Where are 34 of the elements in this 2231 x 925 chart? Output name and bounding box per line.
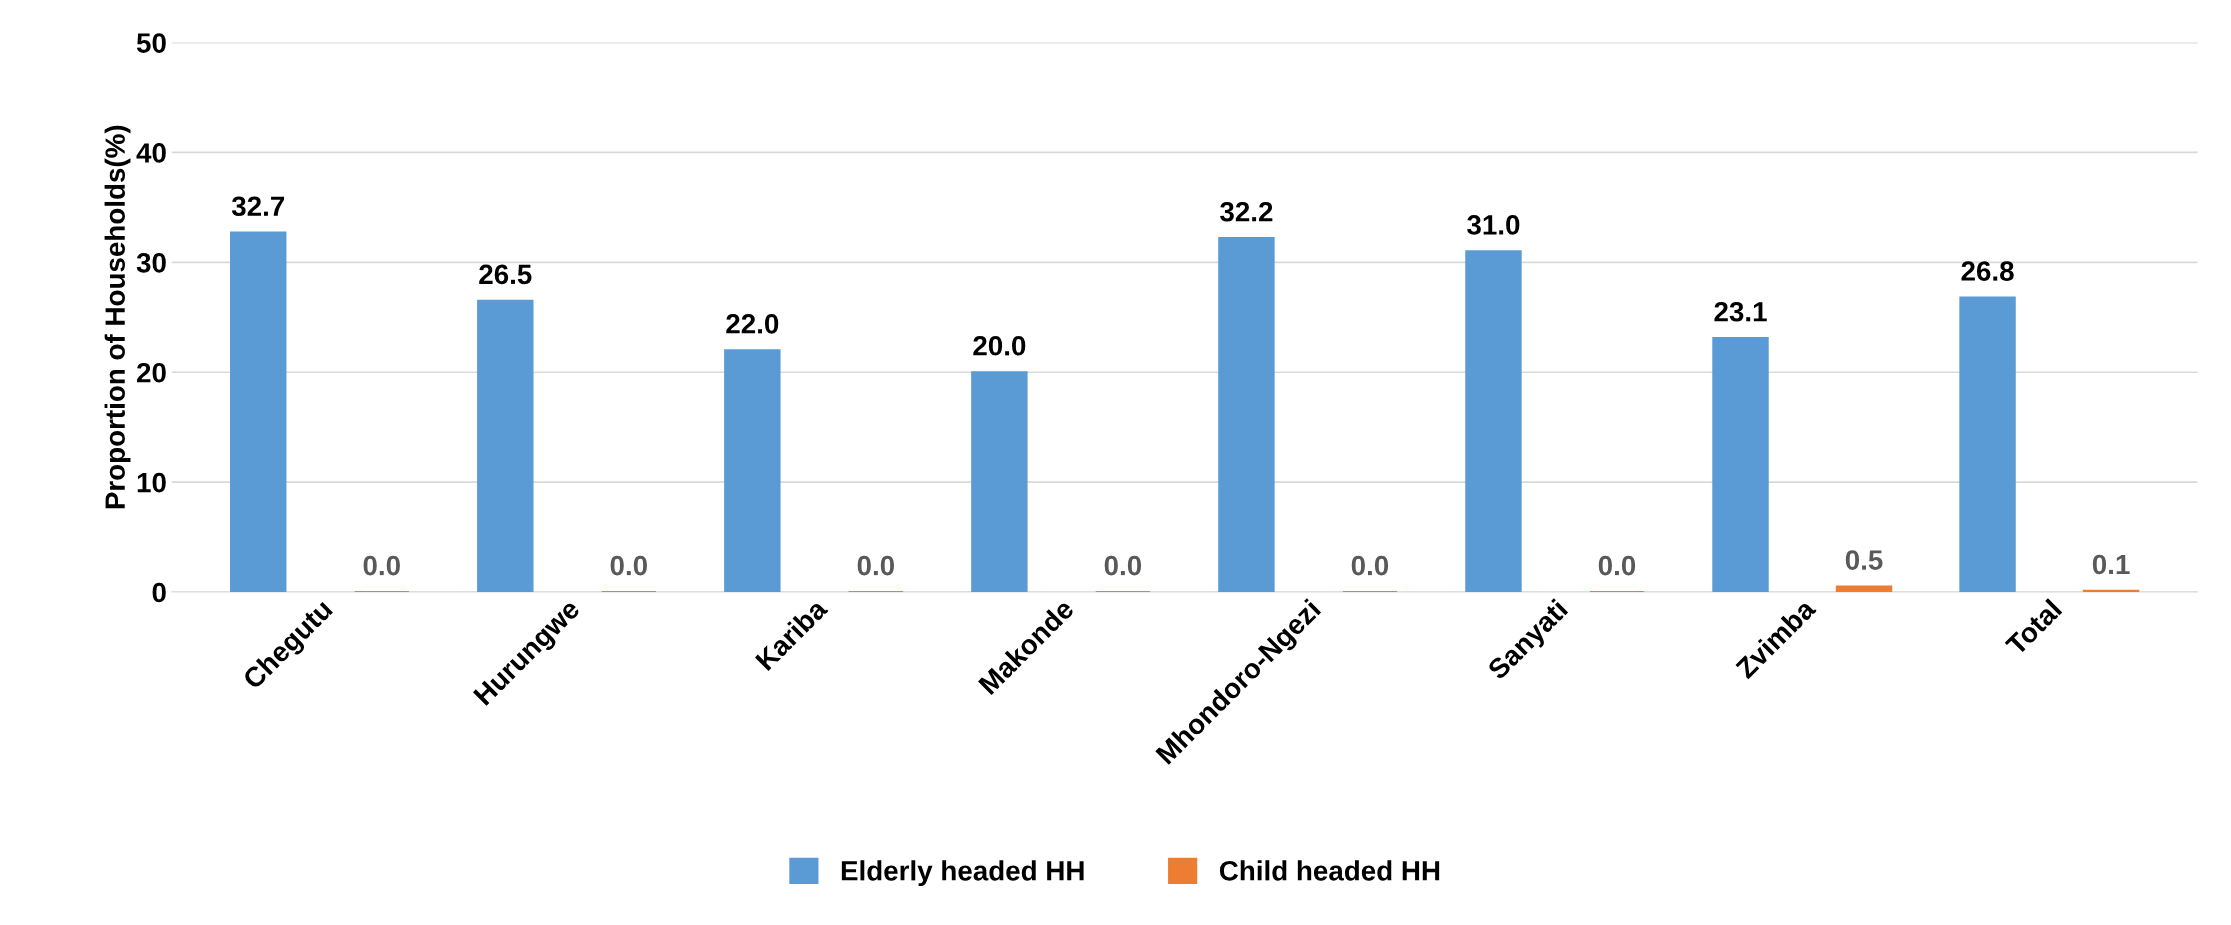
- legend-label: Elderly headed HH: [841, 860, 1084, 887]
- data-label: 31.0: [1467, 215, 1520, 235]
- bar: [1712, 337, 1769, 592]
- data-label: 0.5: [1845, 550, 1883, 570]
- data-label: 0.1: [2092, 554, 2130, 575]
- bar: [230, 231, 287, 592]
- data-label: 32.2: [1220, 201, 1273, 222]
- bar: [724, 349, 781, 592]
- bar: [1835, 585, 1893, 592]
- y-tick-label: 10: [137, 472, 166, 493]
- data-label: 0.0: [363, 555, 400, 576]
- data-label: 26.8: [1961, 261, 2014, 281]
- data-label: 22.0: [726, 313, 779, 334]
- data-label: 0.0: [857, 555, 895, 576]
- y-tick-label: 40: [136, 143, 166, 163]
- y-tick-label: 50: [136, 33, 166, 53]
- data-label: 0.0: [1598, 555, 1636, 576]
- data-label: 32.7: [231, 196, 285, 217]
- y-tick-label: 20: [137, 362, 166, 383]
- y-tick-label: 0: [152, 582, 166, 603]
- bar: [477, 299, 534, 592]
- y-tick-label: 30: [136, 253, 166, 273]
- data-label: 0.0: [1104, 555, 1142, 576]
- data-label: 0.0: [1351, 555, 1389, 576]
- bar: [1218, 237, 1275, 592]
- y-axis-title: Proportion of Households(%): [104, 125, 131, 509]
- bar: [971, 371, 1028, 592]
- data-label: 0.0: [610, 555, 647, 576]
- data-label: 26.5: [479, 264, 532, 285]
- bar: [1465, 250, 1522, 592]
- data-label: 23.1: [1714, 301, 1767, 322]
- legend-label: Child headed HH: [1219, 860, 1440, 881]
- bar: [1959, 296, 2016, 592]
- data-label: 20.0: [973, 335, 1026, 356]
